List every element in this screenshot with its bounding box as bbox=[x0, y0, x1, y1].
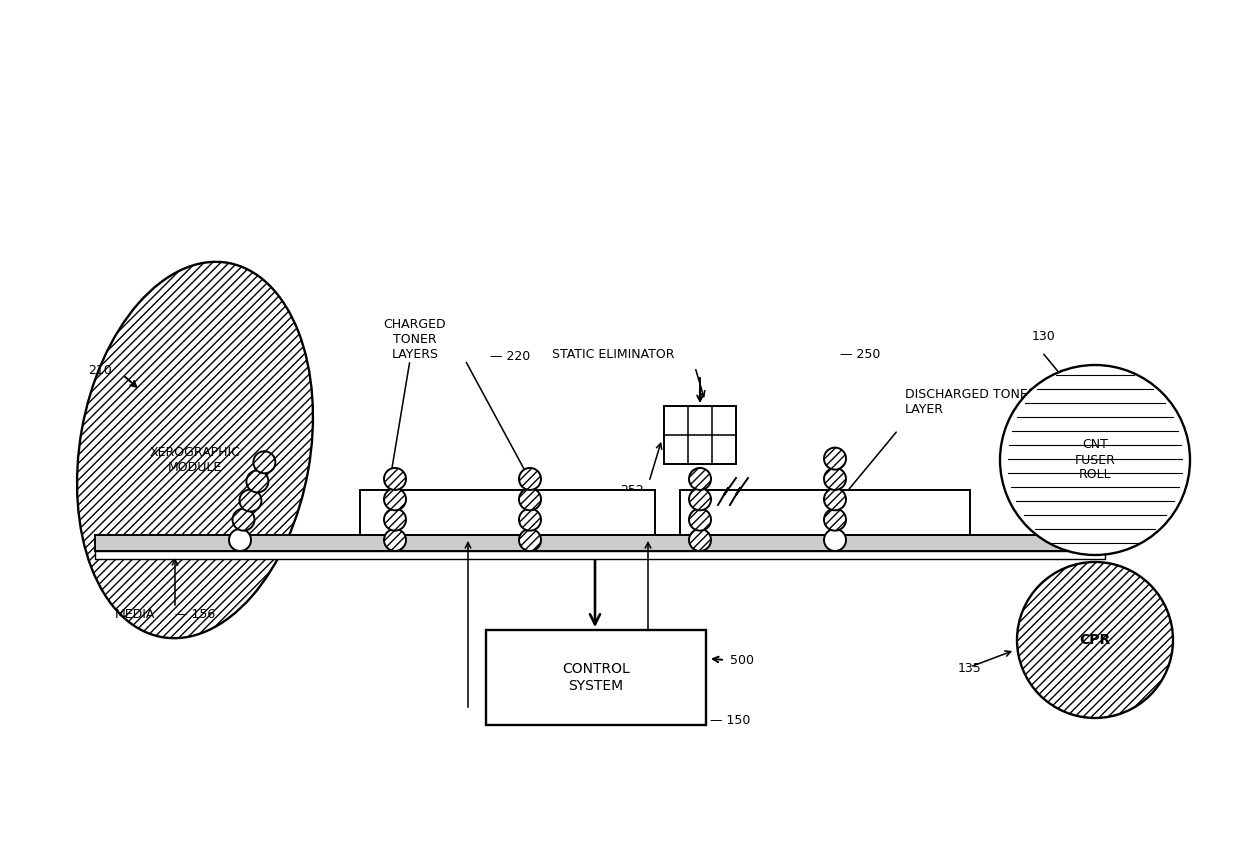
Circle shape bbox=[999, 365, 1190, 555]
Text: 130: 130 bbox=[1032, 330, 1055, 343]
Text: PRE-FUSER TRANSPORTS: PRE-FUSER TRANSPORTS bbox=[497, 713, 653, 727]
Circle shape bbox=[825, 529, 846, 551]
Circle shape bbox=[232, 509, 254, 531]
Circle shape bbox=[520, 489, 541, 510]
Circle shape bbox=[689, 468, 711, 490]
Circle shape bbox=[520, 468, 541, 490]
Bar bbox=[486, 630, 706, 725]
Text: 500: 500 bbox=[730, 654, 754, 667]
Bar bbox=[680, 490, 970, 535]
Circle shape bbox=[689, 509, 711, 531]
Text: — 156: — 156 bbox=[175, 608, 216, 622]
Circle shape bbox=[384, 489, 405, 510]
Circle shape bbox=[253, 451, 275, 473]
Text: DISCHARGED TONER
LAYER: DISCHARGED TONER LAYER bbox=[905, 388, 1037, 416]
Circle shape bbox=[229, 529, 250, 551]
Bar bbox=[663, 406, 737, 464]
Text: — 250: — 250 bbox=[839, 348, 880, 362]
Text: CHARGED
TONER
LAYERS: CHARGED TONER LAYERS bbox=[383, 318, 446, 361]
Text: 135: 135 bbox=[959, 662, 982, 675]
Circle shape bbox=[384, 529, 405, 551]
Ellipse shape bbox=[77, 262, 312, 638]
Text: — 220: — 220 bbox=[490, 350, 531, 363]
Text: CNT
FUSER
ROLL: CNT FUSER ROLL bbox=[1075, 439, 1116, 481]
Circle shape bbox=[825, 447, 846, 469]
Circle shape bbox=[520, 529, 541, 551]
Text: XEROGRAPHIC
MODULE: XEROGRAPHIC MODULE bbox=[150, 446, 241, 474]
Text: STATIC ELIMINATOR: STATIC ELIMINATOR bbox=[553, 348, 675, 362]
Text: — 260: — 260 bbox=[1030, 381, 1070, 395]
Bar bbox=[95, 551, 1105, 559]
Text: CPR: CPR bbox=[1079, 633, 1111, 647]
Circle shape bbox=[825, 489, 846, 510]
Text: 210: 210 bbox=[88, 363, 112, 377]
Circle shape bbox=[825, 509, 846, 531]
Circle shape bbox=[520, 509, 541, 531]
Bar bbox=[95, 535, 1105, 551]
Circle shape bbox=[1017, 562, 1173, 718]
Bar bbox=[360, 490, 655, 535]
Circle shape bbox=[247, 470, 268, 492]
Text: MEDIA: MEDIA bbox=[115, 608, 155, 622]
Circle shape bbox=[239, 490, 262, 512]
Text: — 150: — 150 bbox=[711, 713, 750, 727]
Text: CONTROL
SYSTEM: CONTROL SYSTEM bbox=[562, 662, 630, 693]
Circle shape bbox=[384, 468, 405, 490]
Circle shape bbox=[384, 509, 405, 531]
Circle shape bbox=[689, 529, 711, 551]
Circle shape bbox=[825, 468, 846, 490]
Text: 252: 252 bbox=[620, 484, 644, 496]
Circle shape bbox=[689, 489, 711, 510]
